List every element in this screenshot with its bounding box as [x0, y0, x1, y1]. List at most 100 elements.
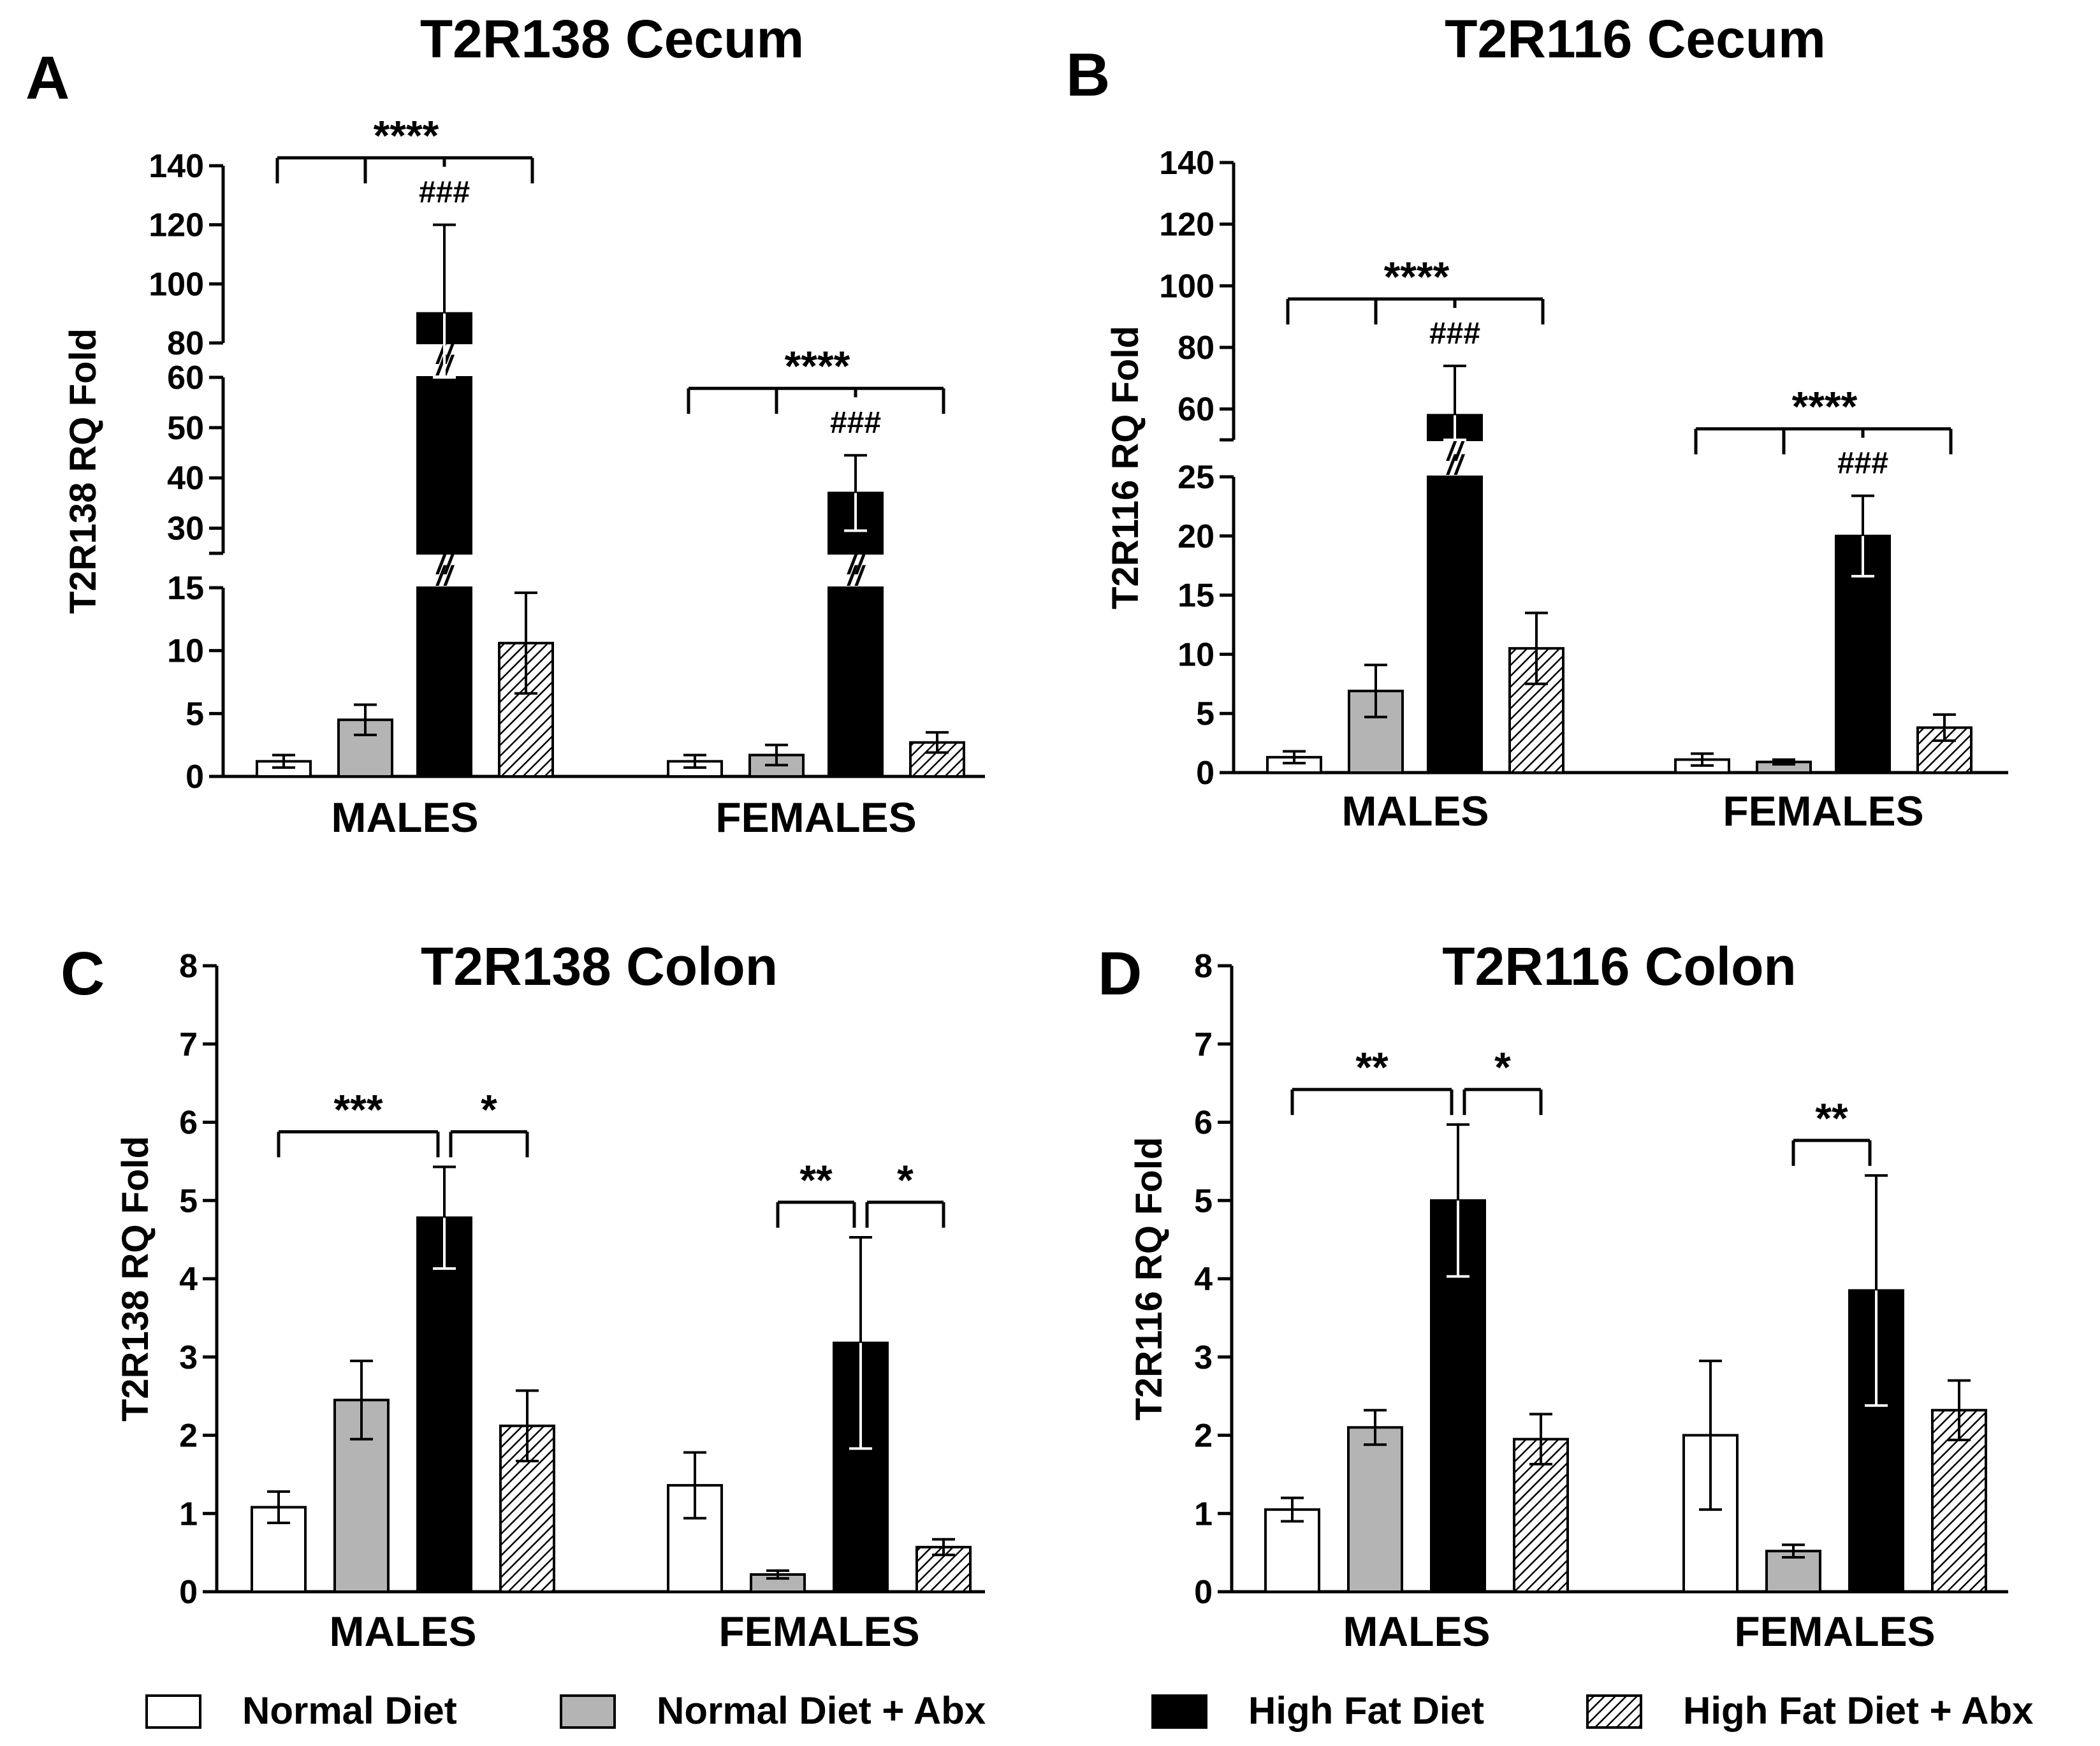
- panel-letter: D: [1098, 940, 1142, 1008]
- y-tick-label: 2: [179, 1418, 198, 1455]
- panel-c: C T2R138 Colon 0 1 2 3 4 5 6 7 8 T2R138 RQ Fold MALE…: [61, 936, 985, 1655]
- significance-label: **: [799, 1156, 833, 1204]
- y-tick-label: 0: [179, 1574, 198, 1611]
- y-tick-label: 5: [1196, 695, 1214, 732]
- panel-letter: A: [26, 44, 69, 112]
- y-tick-label: 100: [149, 266, 204, 303]
- y-tick-label: 5: [1194, 1182, 1213, 1219]
- chart-title: T2R116 Cecum: [1445, 9, 1826, 69]
- panel-letter: C: [61, 940, 105, 1008]
- legend-swatch: [145, 1694, 201, 1729]
- legend-label: High Fat Diet + Abx: [1683, 1689, 2034, 1732]
- y-tick-label: 20: [1178, 518, 1214, 555]
- y-tick-label: 15: [167, 570, 204, 607]
- y-tick-label: 50: [167, 410, 204, 447]
- y-tick-label: 4: [1194, 1261, 1213, 1298]
- y-tick-label: 120: [1159, 207, 1214, 244]
- y-tick-label: 6: [179, 1105, 198, 1142]
- y-tick-label: 5: [179, 1182, 198, 1219]
- y-axis-label: T2R138 RQ Fold: [62, 328, 104, 614]
- y-axis-label: T2R116 RQ Fold: [1128, 1137, 1170, 1421]
- break-mark: //: [1446, 449, 1466, 481]
- significance-label: ###: [1837, 447, 1888, 481]
- significance-label: ****: [1384, 253, 1450, 300]
- y-tick-label: 15: [1178, 578, 1214, 615]
- legend-label: High Fat Diet: [1248, 1689, 1484, 1732]
- y-tick-label: 2: [1194, 1418, 1213, 1455]
- y-tick-label: 40: [167, 460, 204, 497]
- y-tick-label: 1: [179, 1495, 198, 1532]
- y-tick-label: 25: [1178, 459, 1214, 496]
- y-tick-label: 1: [1194, 1495, 1213, 1532]
- significance-label: **: [1815, 1095, 1848, 1142]
- significance-label: ****: [785, 342, 850, 389]
- y-tick-label: 100: [1159, 268, 1214, 305]
- x-category-label: FEMALES: [1723, 787, 1923, 834]
- break-mark: //: [435, 549, 455, 580]
- y-tick-label: 120: [149, 207, 204, 244]
- legend-label: Normal Diet: [242, 1689, 457, 1732]
- significance-label: *: [1494, 1044, 1511, 1091]
- y-tick-label: 7: [1194, 1026, 1213, 1063]
- y-tick-label: 6: [1194, 1105, 1213, 1142]
- y-tick-label: 8: [1194, 948, 1213, 985]
- legend: Normal Diet Normal Diet + Abx High Fat Die…: [145, 1689, 2034, 1732]
- significance-label: ****: [1792, 383, 1858, 430]
- legend-swatch: [1586, 1694, 1642, 1729]
- y-tick-label: 60: [1178, 391, 1214, 428]
- y-tick-label: 10: [167, 633, 204, 670]
- y-tick-label: 3: [179, 1339, 198, 1376]
- y-tick-label: 30: [167, 511, 204, 548]
- y-tick-label: 0: [1194, 1574, 1213, 1611]
- y-axis-label: T2R116 RQ Fold: [1105, 326, 1146, 609]
- break-mark: //: [847, 560, 866, 592]
- legend-label: Normal Diet + Abx: [657, 1689, 986, 1732]
- legend-swatch: [560, 1694, 616, 1729]
- y-tick-label: 4: [179, 1261, 198, 1298]
- significance-label: ***: [333, 1086, 383, 1133]
- y-tick-label: 0: [186, 759, 204, 796]
- y-tick-label: 7: [179, 1026, 198, 1063]
- y-tick-label: 140: [149, 148, 204, 185]
- significance-label: ****: [374, 112, 439, 159]
- y-tick-label: 0: [1196, 755, 1214, 792]
- y-tick-label: 80: [1178, 330, 1214, 367]
- panel-letter: B: [1066, 41, 1110, 109]
- y-tick-label: 8: [179, 948, 198, 985]
- bar-high-fat-diet: [416, 376, 472, 555]
- significance-label: ###: [419, 176, 470, 210]
- bar-high-fat-diet: [828, 586, 884, 778]
- y-tick-label: 140: [1159, 145, 1214, 182]
- y-tick-label: 80: [167, 325, 204, 362]
- significance-label: ###: [1429, 317, 1480, 351]
- bar-high-fat-diet: [416, 586, 472, 778]
- break-mark: //: [435, 560, 455, 592]
- significance-label: *: [481, 1086, 497, 1133]
- y-tick-label: 5: [186, 695, 204, 732]
- y-tick-label: 60: [167, 360, 204, 396]
- bar-high-fat-diet: [416, 1216, 472, 1593]
- y-tick-label: 10: [1178, 636, 1214, 673]
- panel-d: D T2R116 Colon 0 1 2 3 4 5 6 7 8 T2R116 RQ Fold MALE…: [1098, 936, 2008, 1655]
- x-category-label: FEMALES: [718, 1608, 919, 1655]
- x-category-label: MALES: [332, 794, 479, 841]
- panel-b: B T2R116 Cecum 0 5 10 15 20 25 60 80 100 120 140 T2R1…: [1066, 9, 2008, 834]
- x-category-label: FEMALES: [715, 794, 916, 841]
- x-category-label: MALES: [1343, 1608, 1491, 1655]
- chart-title: T2R138 Cecum: [420, 9, 804, 69]
- bar-high-fat-diet: [1427, 476, 1483, 774]
- x-category-label: MALES: [330, 1608, 477, 1655]
- bar-normal-diet-abx: [1347, 1426, 1403, 1594]
- significance-label: ###: [830, 406, 881, 440]
- x-category-label: MALES: [1342, 787, 1489, 834]
- significance-label: *: [897, 1156, 914, 1204]
- y-tick-label: 3: [1194, 1339, 1213, 1376]
- significance-label: **: [1355, 1044, 1389, 1091]
- y-axis-label: T2R138 RQ Fold: [115, 1136, 156, 1422]
- chart-title: T2R116 Colon: [1442, 936, 1796, 996]
- chart-title: T2R138 Colon: [421, 936, 778, 996]
- bar-normal-diet: [1682, 1434, 1739, 1593]
